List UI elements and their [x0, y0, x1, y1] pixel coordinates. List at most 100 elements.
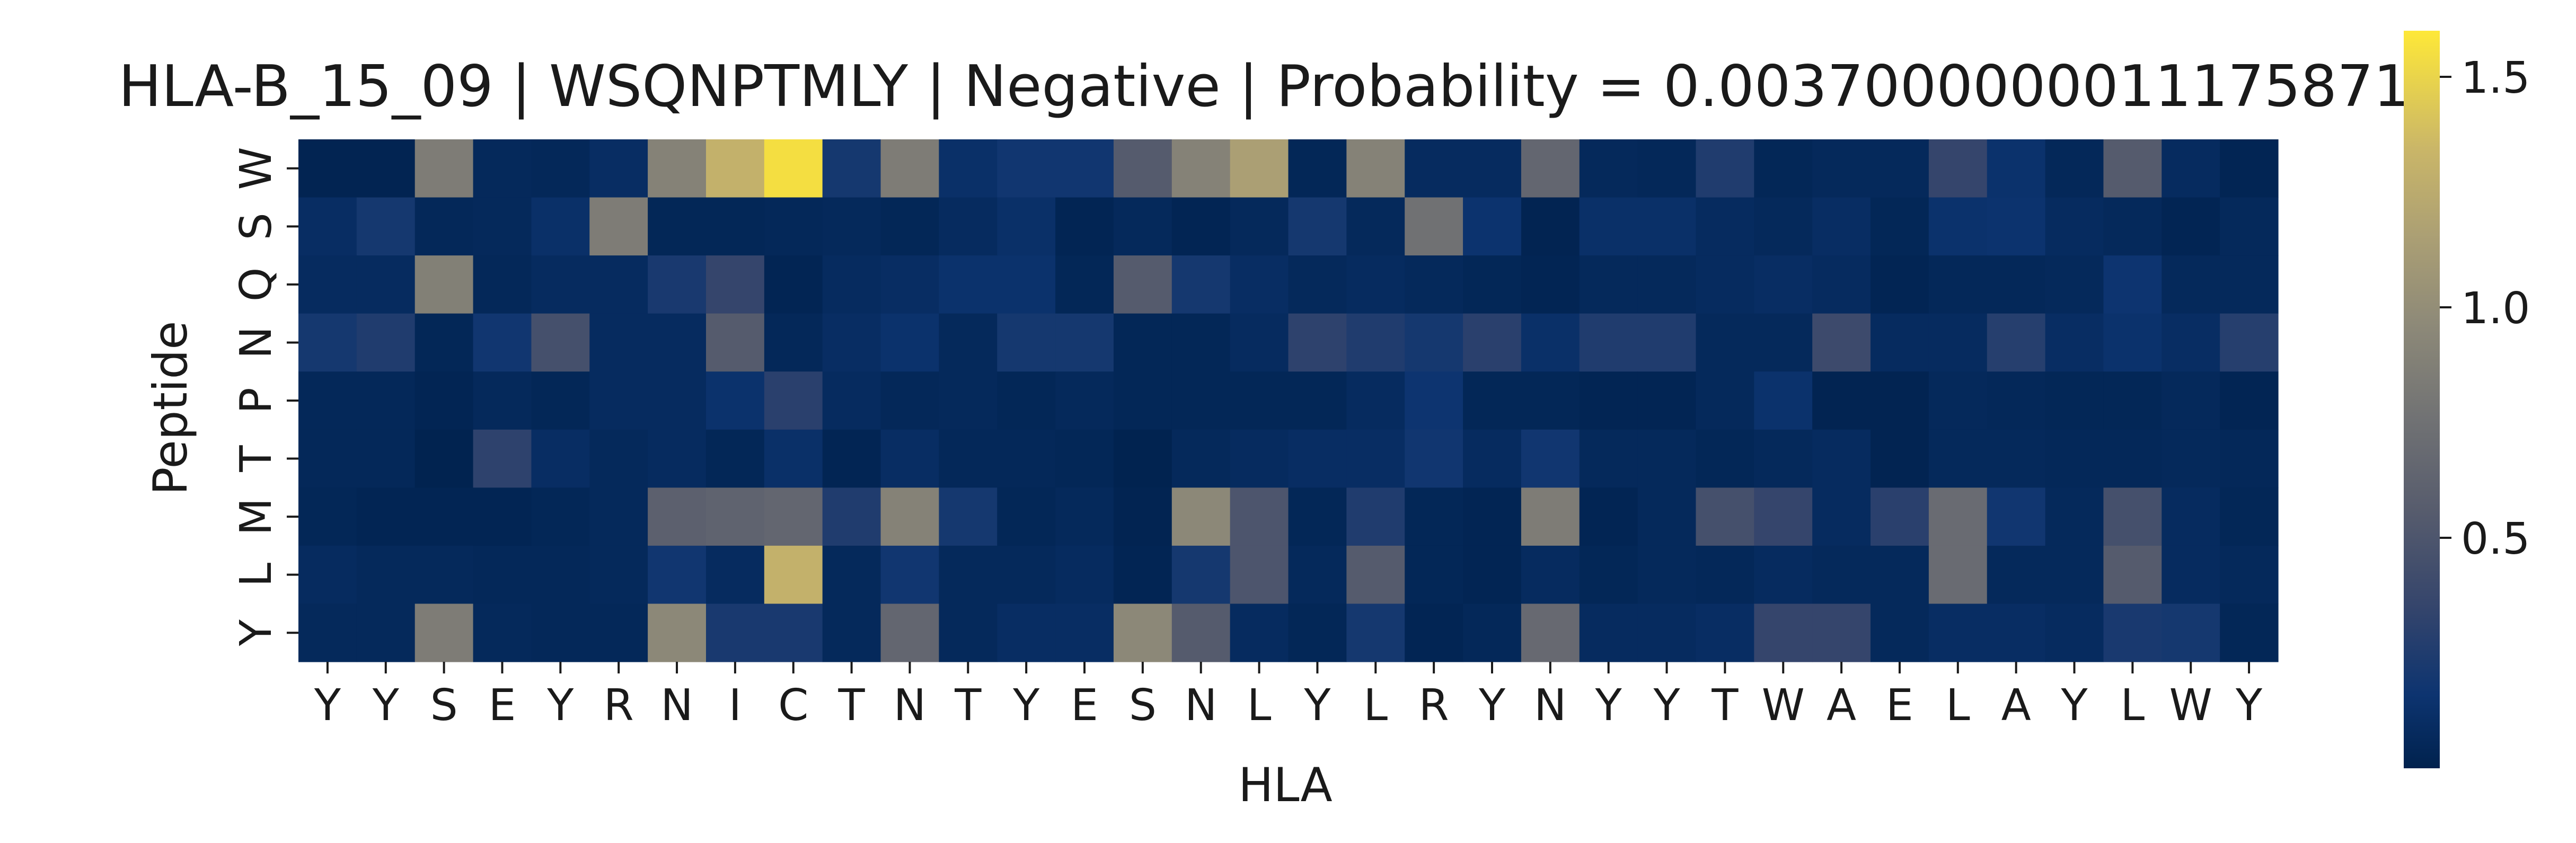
heatmap-cell-r5-c33 — [2220, 429, 2279, 488]
heatmap-cell-r7-c25 — [1754, 545, 1813, 605]
heatmap-cell-r0-c24 — [1696, 139, 1754, 198]
heatmap-cell-r8-c25 — [1754, 604, 1813, 662]
heatmap-cell-r6-c19 — [1405, 487, 1463, 546]
heatmap-cell-r7-c27 — [1871, 545, 1929, 605]
heatmap-cell-r0-c33 — [2220, 139, 2279, 198]
heatmap-cell-r1-c33 — [2220, 197, 2279, 256]
heatmap-cell-r1-c17 — [1288, 197, 1347, 256]
heatmap-cell-r4-c13 — [1055, 371, 1114, 430]
heatmap-cell-r1-c2 — [414, 197, 474, 256]
heatmap-cell-r5-c30 — [2045, 429, 2104, 488]
heatmap-cell-r4-c15 — [1171, 371, 1231, 430]
heatmap-cell-r8-c3 — [473, 604, 532, 662]
heatmap-cell-r3-c33 — [2220, 313, 2279, 372]
heatmap-cell-r2-c5 — [589, 255, 648, 314]
heatmap-cell-r5-c16 — [1230, 429, 1289, 488]
heatmap-cell-r8-c7 — [705, 604, 765, 662]
heatmap-cell-r6-c30 — [2045, 487, 2104, 546]
heatmap-cell-r2-c31 — [2103, 255, 2162, 314]
x-tick-label: N — [1534, 680, 1566, 731]
heatmap-cell-r5-c5 — [589, 429, 648, 488]
y-tick-label: N — [231, 326, 281, 359]
heatmap-cell-r0-c20 — [1463, 139, 1522, 198]
heatmap-cell-r7-c0 — [298, 545, 357, 605]
y-tick-label: Y — [231, 619, 281, 646]
heatmap-cell-r6-c1 — [356, 487, 416, 546]
heatmap-cell-r4-c28 — [1928, 371, 1988, 430]
x-tick-label: L — [1946, 680, 1970, 731]
heatmap-cell-r4-c6 — [648, 371, 707, 430]
x-tick-label: R — [604, 680, 634, 731]
heatmap-cells — [298, 139, 2279, 662]
heatmap-cell-r7-c5 — [589, 545, 648, 605]
heatmap-cell-r8-c32 — [2162, 604, 2220, 662]
heatmap-cell-r5-c31 — [2103, 429, 2162, 488]
heatmap-cell-r3-c4 — [531, 313, 590, 372]
heatmap-cell-r4-c26 — [1812, 371, 1871, 430]
heatmap-cell-r7-c9 — [822, 545, 881, 605]
heatmap-cell-r6-c15 — [1171, 487, 1231, 546]
heatmap-cell-r6-c24 — [1696, 487, 1754, 546]
heatmap-cell-r3-c18 — [1346, 313, 1405, 372]
heatmap-cell-r0-c5 — [589, 139, 648, 198]
heatmap-cell-r4-c9 — [822, 371, 881, 430]
heatmap-cell-r7-c2 — [414, 545, 474, 605]
y-axis-label: Peptide — [143, 321, 198, 495]
heatmap-cell-r8-c19 — [1405, 604, 1463, 662]
y-axis-ticks: WSQN P TM L Y — [231, 147, 298, 646]
heatmap-cell-r2-c27 — [1871, 255, 1929, 314]
heatmap-cell-r6-c28 — [1928, 487, 1988, 546]
heatmap-cell-r7-c26 — [1812, 545, 1871, 605]
heatmap-cell-r1-c22 — [1579, 197, 1638, 256]
heatmap-cell-r1-c32 — [2162, 197, 2220, 256]
colorbar-tick-label: 1.5 — [2461, 53, 2530, 103]
heatmap-cell-r8-c18 — [1346, 604, 1405, 662]
heatmap-cell-r1-c4 — [531, 197, 590, 256]
heatmap-cell-r0-c1 — [356, 139, 416, 198]
heatmap-cell-r6-c26 — [1812, 487, 1871, 546]
heatmap-cell-r5-c10 — [880, 429, 939, 488]
heatmap-cell-r6-c14 — [1113, 487, 1172, 546]
x-tick-label: Y — [372, 680, 400, 731]
heatmap-cell-r7-c20 — [1463, 545, 1522, 605]
heatmap-cell-r3-c26 — [1812, 313, 1871, 372]
heatmap-cell-r6-c31 — [2103, 487, 2162, 546]
heatmap-cell-r0-c30 — [2045, 139, 2104, 198]
heatmap-cell-r2-c23 — [1637, 255, 1697, 314]
heatmap-cell-r1-c11 — [939, 197, 998, 256]
heatmap-cell-r5-c28 — [1928, 429, 1988, 488]
heatmap-cell-r7-c24 — [1696, 545, 1754, 605]
heatmap-cell-r0-c6 — [648, 139, 707, 198]
heatmap-cell-r0-c25 — [1754, 139, 1813, 198]
heatmap-cell-r1-c12 — [997, 197, 1056, 256]
heatmap-cell-r2-c30 — [2045, 255, 2104, 314]
heatmap-cell-r6-c22 — [1579, 487, 1638, 546]
heatmap-cell-r1-c3 — [473, 197, 532, 256]
heatmap-cell-r2-c11 — [939, 255, 998, 314]
heatmap-cell-r4-c20 — [1463, 371, 1522, 430]
heatmap-cell-r7-c18 — [1346, 545, 1405, 605]
heatmap-cell-r3-c10 — [880, 313, 939, 372]
heatmap-cell-r4-c27 — [1871, 371, 1929, 430]
heatmap-cell-r4-c30 — [2045, 371, 2104, 430]
heatmap-cell-r1-c31 — [2103, 197, 2162, 256]
heatmap-cell-r3-c17 — [1288, 313, 1347, 372]
x-tick-label: L — [1363, 680, 1388, 731]
heatmap-cell-r6-c32 — [2162, 487, 2220, 546]
heatmap-cell-r5-c9 — [822, 429, 881, 488]
x-tick-label: N — [894, 680, 926, 731]
heatmap-cell-r3-c2 — [414, 313, 474, 372]
heatmap-cell-r5-c29 — [1987, 429, 2046, 488]
heatmap-cell-r4-c10 — [880, 371, 939, 430]
heatmap-cell-r0-c18 — [1346, 139, 1405, 198]
heatmap-cell-r0-c14 — [1113, 139, 1172, 198]
heatmap-cell-r4-c21 — [1521, 371, 1580, 430]
heatmap-cell-r1-c7 — [705, 197, 765, 256]
heatmap-cell-r1-c5 — [589, 197, 648, 256]
x-tick-label: Y — [546, 680, 574, 731]
heatmap-cell-r0-c17 — [1288, 139, 1347, 198]
heatmap-cell-r4-c11 — [939, 371, 998, 430]
heatmap-cell-r3-c19 — [1405, 313, 1463, 372]
x-tick-label: Y — [2060, 680, 2088, 731]
